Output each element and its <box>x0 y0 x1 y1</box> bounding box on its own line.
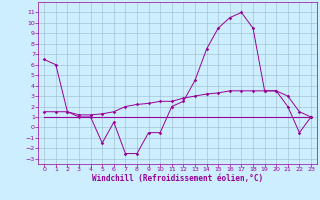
X-axis label: Windchill (Refroidissement éolien,°C): Windchill (Refroidissement éolien,°C) <box>92 174 263 183</box>
